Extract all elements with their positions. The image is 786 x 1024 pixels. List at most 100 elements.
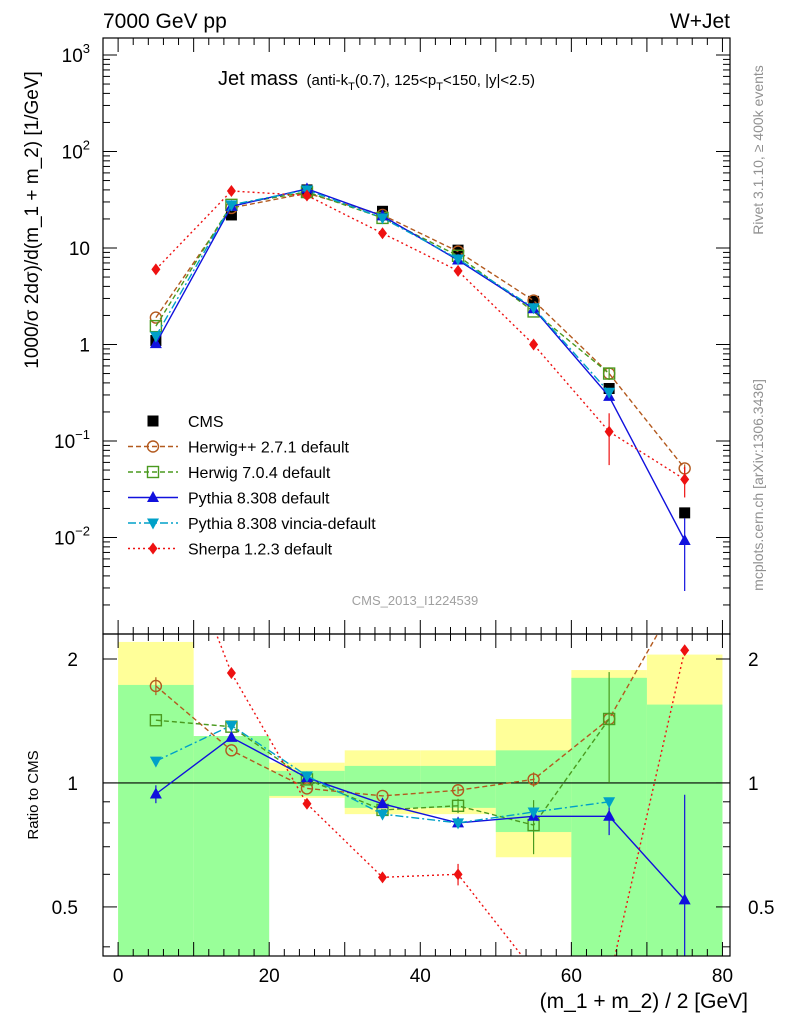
x-tick-label: 20 xyxy=(259,966,280,987)
data-point xyxy=(376,213,389,225)
x-axis-label: (m_1 + m_2) / 2 [GeV] xyxy=(540,990,748,1013)
data-point xyxy=(302,189,312,202)
data-point xyxy=(527,303,540,315)
legend-marker xyxy=(147,415,159,427)
y-axis-label-top: 1000/σ 2dσ)/d(m_1 + m_2) [1/GeV] xyxy=(22,71,43,369)
y-tick-label: 0.5 xyxy=(52,898,78,919)
ratio-point xyxy=(603,809,616,821)
chart-title: Jet mass (anti-kT(0.7), 125<pT<150, |y|<… xyxy=(218,68,535,93)
ratio-point xyxy=(451,799,465,813)
legend-label: Herwig++ 2.7.1 default xyxy=(188,440,350,457)
legend-marker xyxy=(148,542,158,555)
ratio-series-2 xyxy=(149,730,691,956)
data-point xyxy=(604,425,614,438)
ratio-frame xyxy=(102,633,731,957)
header-right: W+Jet xyxy=(670,10,730,33)
y-tick-label-right: 1 xyxy=(748,774,759,795)
legend-marker xyxy=(146,440,160,453)
ratio-point xyxy=(225,744,238,757)
x-tick-label: 0 xyxy=(113,966,124,987)
ratio-point xyxy=(602,712,616,726)
uncertainty-band-inner xyxy=(193,736,270,956)
data-point xyxy=(149,337,162,349)
ratio-point xyxy=(680,644,690,657)
series-line xyxy=(155,190,686,480)
ratio-line xyxy=(155,736,686,901)
data-point xyxy=(225,209,237,221)
legend-marker xyxy=(147,518,159,530)
y-tick-label: 1 xyxy=(79,335,90,356)
data-point xyxy=(680,473,690,486)
ratio-line xyxy=(155,634,659,797)
data-point xyxy=(529,338,539,351)
y-tick-label: 103 xyxy=(62,41,90,67)
data-point xyxy=(528,295,540,307)
ratio-series-4 xyxy=(215,634,690,956)
series-line xyxy=(155,188,686,541)
data-point xyxy=(453,264,463,277)
ratio-point xyxy=(149,787,162,799)
analysis-id: CMS_2013_I1224539 xyxy=(352,593,479,608)
y-tick-label: 2 xyxy=(67,650,78,671)
y-tick-label-right: 0.5 xyxy=(748,898,774,919)
ratio-panel: 0 20 40 60 80 0.5 0.5 1 1 2 2 Ratio to CMS (m_1 + … xyxy=(25,633,774,1013)
data-point xyxy=(225,200,238,212)
ratio-point xyxy=(376,797,389,809)
data-point xyxy=(149,311,163,324)
legend-marker xyxy=(146,465,160,479)
data-point xyxy=(378,227,388,240)
ratio-point xyxy=(225,730,238,742)
ratio-point xyxy=(300,771,313,783)
y-tick-label: 102 xyxy=(62,137,90,163)
y-tick-label-right: 2 xyxy=(748,650,759,671)
series-4 xyxy=(149,185,616,399)
legend-label: Herwig 7.0.4 default xyxy=(188,465,331,482)
y-axis-label-ratio: Ratio to CMS xyxy=(25,750,42,839)
series-5 xyxy=(151,184,690,498)
data-point xyxy=(149,331,162,343)
legend-label: Pythia 8.308 default xyxy=(188,491,330,508)
data-point xyxy=(603,387,616,399)
header-left: 7000 GeV pp xyxy=(103,10,227,33)
ratio-point xyxy=(302,797,312,810)
ratio-series-0 xyxy=(149,634,659,803)
y-tick-label: 10−2 xyxy=(54,523,90,549)
ratio-series-3 xyxy=(149,720,616,830)
side-label-mcplots: mcplots.cern.ch [arXiv:1306.3436] xyxy=(750,379,766,591)
ratio-point xyxy=(603,797,616,809)
ratio-point xyxy=(451,784,465,797)
y-tick-label: 1 xyxy=(67,774,78,795)
side-label-rivet: Rivet 3.1.10, ≥ 400k events xyxy=(750,65,766,235)
legend-label: CMS xyxy=(188,414,224,431)
ratio-point xyxy=(453,868,463,881)
y-tick-label: 10−1 xyxy=(54,427,90,453)
ratio-point xyxy=(149,679,163,693)
uncertainty-band-inner xyxy=(118,684,194,956)
legend: CMS Herwig++ 2.7.1 default Herwig 7.0.4 de… xyxy=(128,414,376,559)
data-point xyxy=(678,534,691,546)
ratio-point xyxy=(376,809,389,821)
ratio-point xyxy=(149,756,162,768)
ratio-point xyxy=(226,666,236,679)
ratio-point xyxy=(149,714,163,727)
y-tick-label: 10 xyxy=(69,239,90,260)
ratio-point xyxy=(452,818,465,830)
ratio-point xyxy=(300,782,314,795)
top-panel: 10−2 10−1 1 10 102 103 Jet mass (anti-kT(0.7)… xyxy=(22,37,731,635)
ratio-point xyxy=(527,807,540,819)
data-point xyxy=(226,184,236,197)
ratio-point xyxy=(678,893,691,905)
legend-marker xyxy=(147,491,159,502)
data-point xyxy=(151,263,161,276)
series-line xyxy=(155,192,686,469)
ratio-point xyxy=(378,871,388,884)
x-tick-label: 60 xyxy=(561,966,582,987)
ratio-point xyxy=(527,773,540,786)
x-tick-label: 80 xyxy=(712,966,733,987)
data-point xyxy=(602,367,616,380)
ratio-point xyxy=(225,720,238,732)
data-point xyxy=(679,507,691,519)
data-point xyxy=(452,254,465,266)
legend-label: Pythia 8.308 vincia-default xyxy=(188,516,376,533)
